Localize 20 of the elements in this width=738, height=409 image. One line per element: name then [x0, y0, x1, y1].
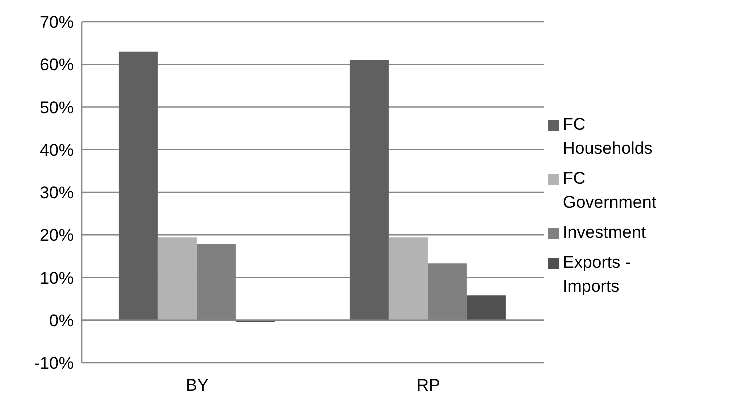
legend-label: FC Government — [563, 168, 658, 214]
x-tick-label: RP — [416, 376, 440, 396]
bar — [158, 238, 197, 320]
bar — [388, 238, 428, 320]
y-tick-label: 0% — [49, 311, 74, 330]
y-tick-label: 40% — [40, 140, 74, 160]
y-tick-label: 20% — [40, 226, 74, 246]
bar — [350, 60, 389, 320]
y-tick-label: 50% — [40, 98, 74, 118]
y-tick-label: -10% — [34, 354, 74, 374]
y-tick-label: 10% — [40, 268, 74, 288]
y-tick-label: 70% — [40, 13, 74, 32]
y-tick-label: 30% — [40, 184, 74, 203]
legend-label: Exports - Imports — [563, 252, 632, 298]
legend-label: Investment — [563, 222, 648, 244]
x-tick-label: BY — [186, 376, 209, 396]
legend-label: FC Households — [563, 114, 654, 160]
bar — [118, 52, 158, 320]
bar — [466, 296, 506, 320]
y-tick-label: 60% — [40, 56, 74, 75]
